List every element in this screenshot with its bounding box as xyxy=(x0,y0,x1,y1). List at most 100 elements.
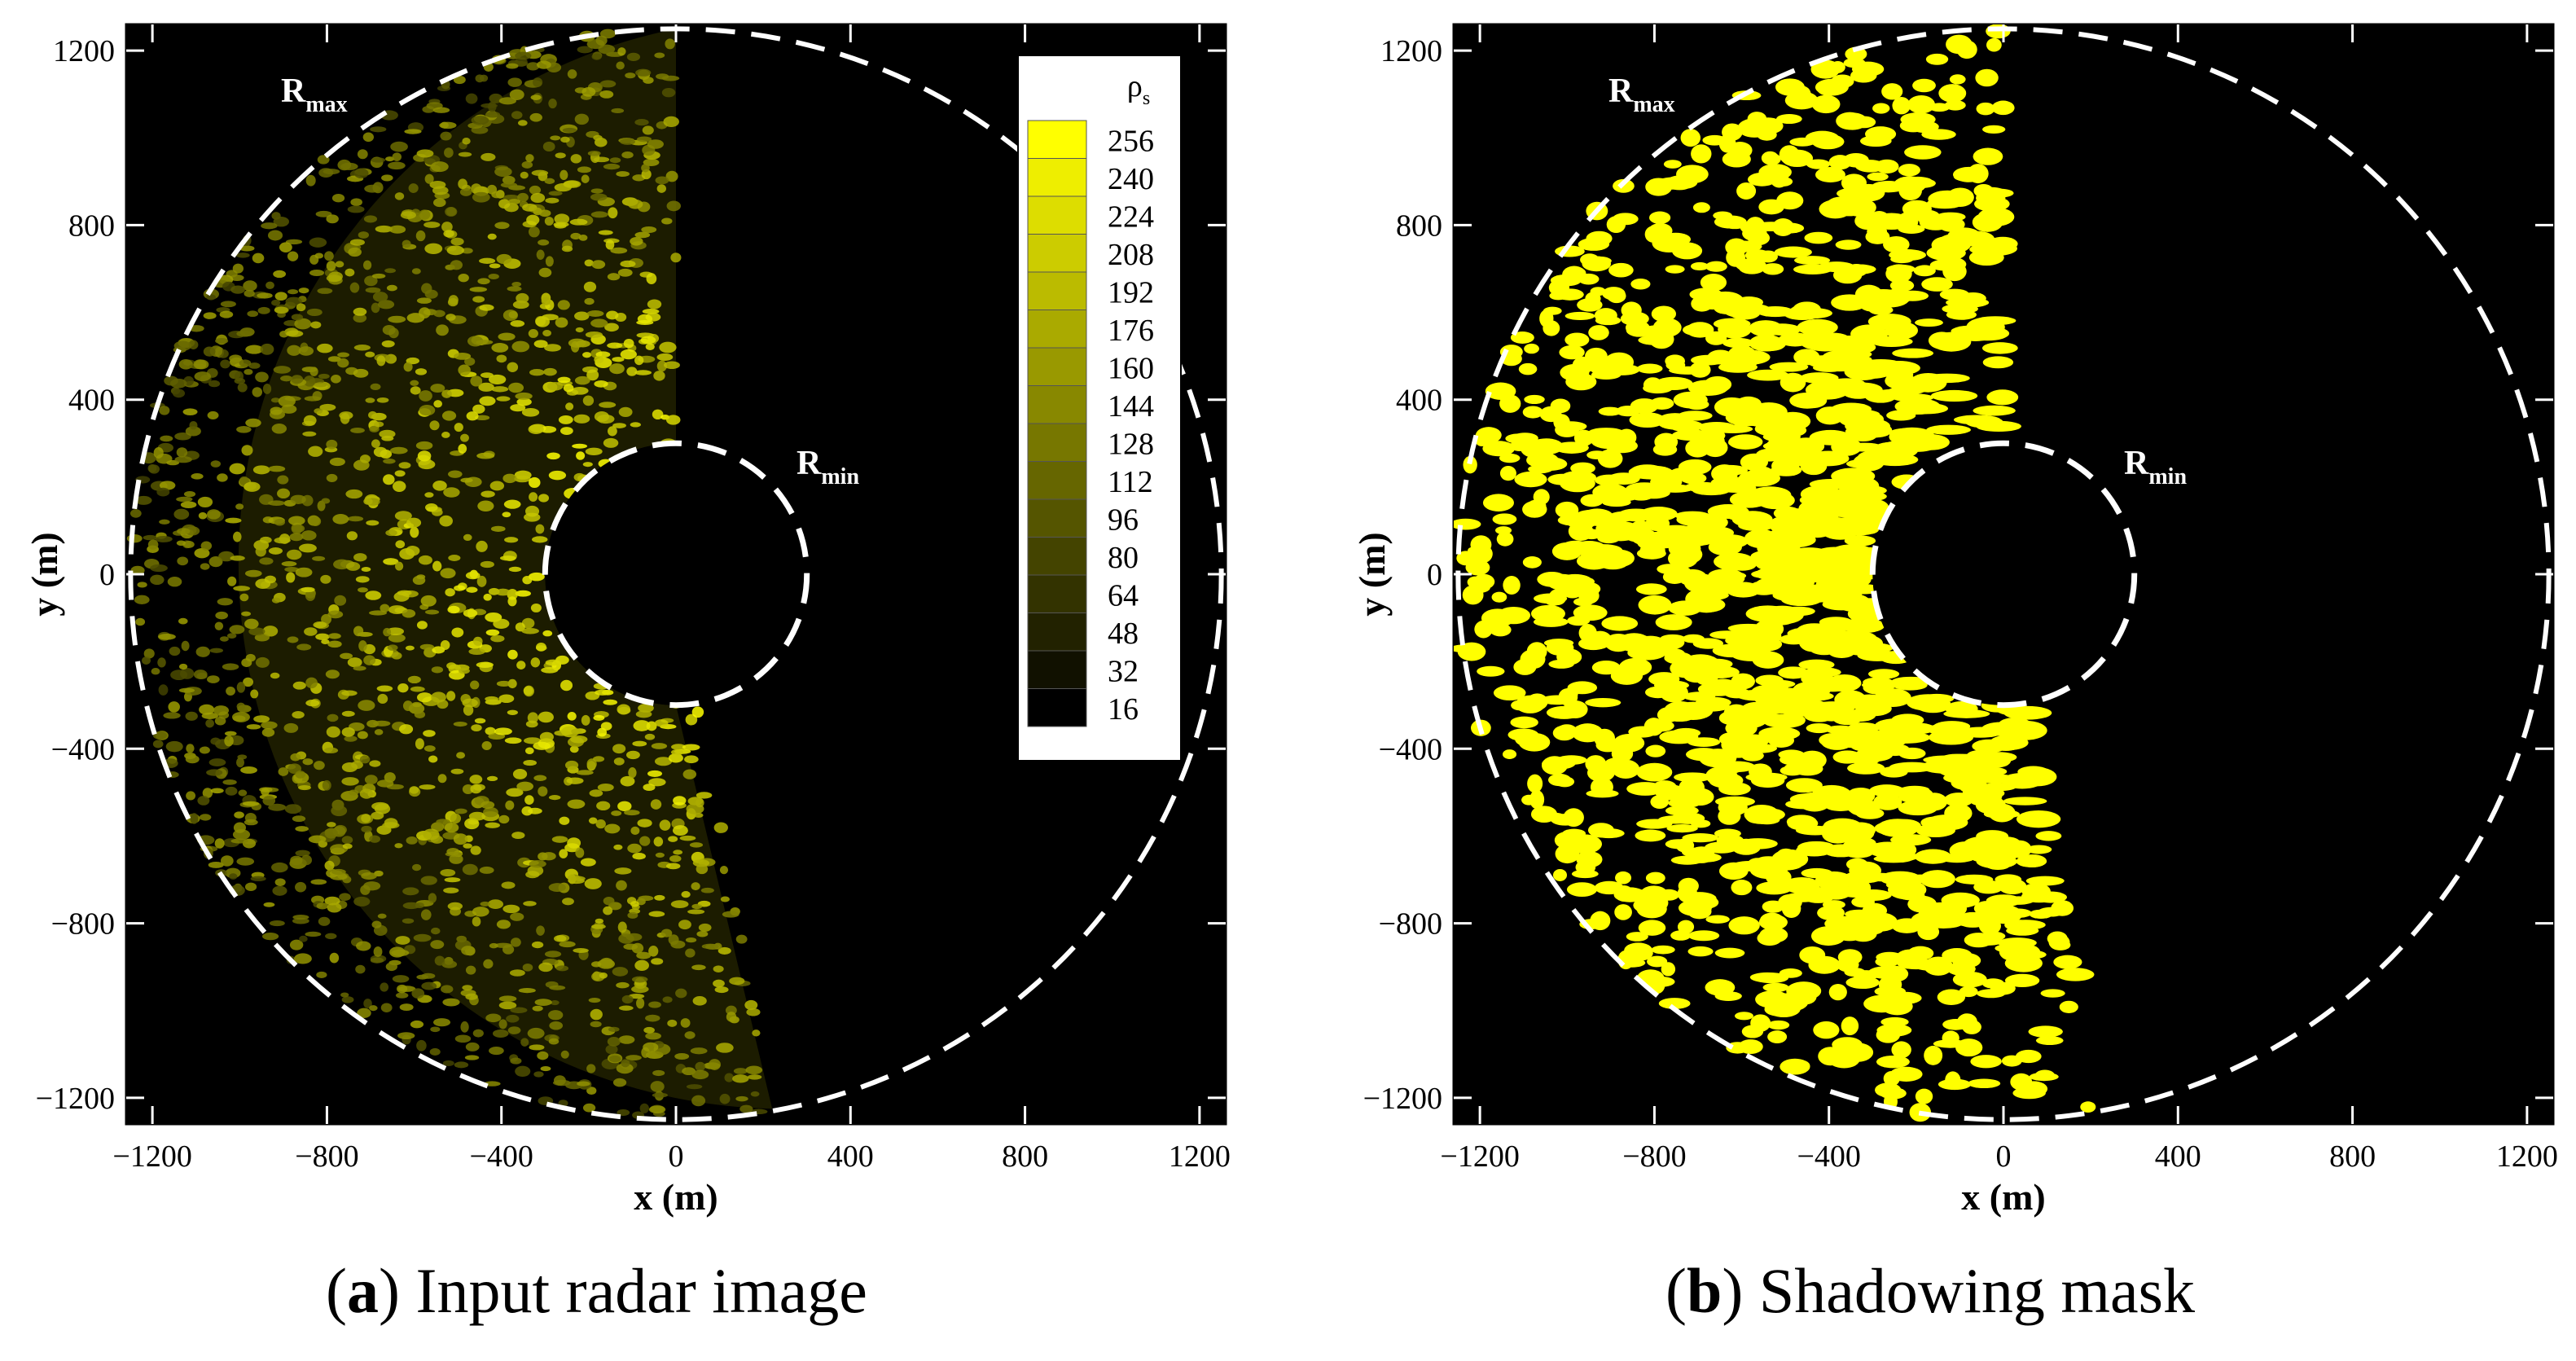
radar-return xyxy=(448,470,463,478)
mask-region xyxy=(1688,846,1715,863)
mask-region xyxy=(1759,927,1788,943)
radar-return xyxy=(323,747,339,754)
mask-region xyxy=(1690,895,1719,910)
radar-return xyxy=(463,533,472,542)
mask-region xyxy=(1999,942,2026,961)
radar-return xyxy=(510,1057,522,1065)
radar-return xyxy=(515,590,531,597)
radar-return xyxy=(465,571,481,580)
radar-return xyxy=(444,822,459,833)
radar-return xyxy=(472,191,490,203)
mask-region xyxy=(1687,380,1728,396)
radar-return xyxy=(682,744,700,751)
mask-region xyxy=(2059,1000,2078,1013)
radar-return xyxy=(416,1039,427,1051)
radar-return xyxy=(236,425,252,433)
radar-return xyxy=(496,253,512,265)
mask-region xyxy=(1762,431,1801,442)
radar-return xyxy=(477,278,490,285)
mask-blobs-b xyxy=(1454,24,2096,1122)
mask-region xyxy=(1657,815,1694,824)
colorbar-swatch xyxy=(1027,385,1087,424)
radar-return xyxy=(522,575,533,585)
radar-return xyxy=(419,643,435,651)
radar-return xyxy=(562,898,574,906)
mask-region xyxy=(1718,320,1752,339)
radar-return xyxy=(585,447,603,456)
radar-return xyxy=(670,900,689,908)
radar-return xyxy=(208,380,221,388)
mask-region xyxy=(2001,908,2032,919)
radar-return xyxy=(521,408,540,417)
mask-region xyxy=(1749,334,1784,352)
radar-return xyxy=(542,314,559,321)
radar-return xyxy=(214,621,224,630)
mask-region xyxy=(1806,159,1831,169)
radar-return xyxy=(203,346,216,357)
mask-region xyxy=(1974,316,2016,326)
radar-return xyxy=(248,627,265,636)
radar-return xyxy=(746,1008,761,1016)
colorbar-swatch xyxy=(1027,234,1087,273)
radar-return xyxy=(565,402,574,410)
radar-return xyxy=(420,876,437,885)
radar-return xyxy=(130,565,145,575)
radar-return xyxy=(537,1051,549,1060)
radar-return xyxy=(353,553,367,562)
radar-return xyxy=(661,217,673,225)
radar-return xyxy=(409,786,419,794)
radar-return xyxy=(434,955,445,966)
radar-return xyxy=(226,687,235,696)
radar-return xyxy=(620,775,635,787)
radar-return xyxy=(720,896,730,902)
colorbar-swatch xyxy=(1027,120,1087,159)
radar-return xyxy=(648,778,666,787)
radar-return xyxy=(421,283,432,294)
colorbar-label: 176 xyxy=(1108,314,1154,348)
radar-return xyxy=(385,962,398,972)
radar-return xyxy=(570,876,586,881)
mask-region xyxy=(1673,545,1703,564)
radar-return xyxy=(261,727,275,737)
mask-region xyxy=(1518,362,1538,375)
radar-return xyxy=(284,804,302,814)
mask-region xyxy=(1870,336,1913,347)
radar-return xyxy=(616,1063,634,1074)
radar-return xyxy=(634,959,649,971)
radar-return xyxy=(150,564,168,573)
radar-return xyxy=(611,810,622,816)
radar-return xyxy=(296,643,312,651)
radar-return xyxy=(309,516,322,527)
radar-return xyxy=(586,1087,597,1095)
radar-return xyxy=(208,758,226,766)
mask-region xyxy=(1573,604,1608,621)
radar-return xyxy=(656,353,674,362)
radar-return xyxy=(476,661,494,669)
radar-return xyxy=(386,627,404,635)
radar-return xyxy=(612,423,626,428)
radar-return xyxy=(524,795,534,806)
radar-return xyxy=(349,282,360,293)
radar-return xyxy=(148,464,160,474)
radar-return xyxy=(524,747,534,754)
mask-region xyxy=(1827,674,1862,692)
radar-return xyxy=(432,560,442,572)
mask-region xyxy=(1645,178,1673,196)
mask-region xyxy=(1822,824,1854,844)
mask-region xyxy=(1491,591,1507,603)
radar-return xyxy=(430,940,445,950)
radar-return xyxy=(671,744,686,750)
radar-return xyxy=(255,656,270,668)
radar-return xyxy=(498,199,511,209)
mask-region xyxy=(1959,292,1986,305)
radar-return xyxy=(458,364,471,376)
mask-region xyxy=(1767,1030,1788,1043)
radar-return xyxy=(718,946,731,955)
radar-return xyxy=(472,907,489,917)
mask-region xyxy=(1529,789,1545,810)
radar-return xyxy=(321,498,331,504)
radar-return xyxy=(529,368,545,376)
radar-return xyxy=(383,627,392,637)
radar-return xyxy=(305,677,318,689)
mask-region xyxy=(1973,147,2003,165)
